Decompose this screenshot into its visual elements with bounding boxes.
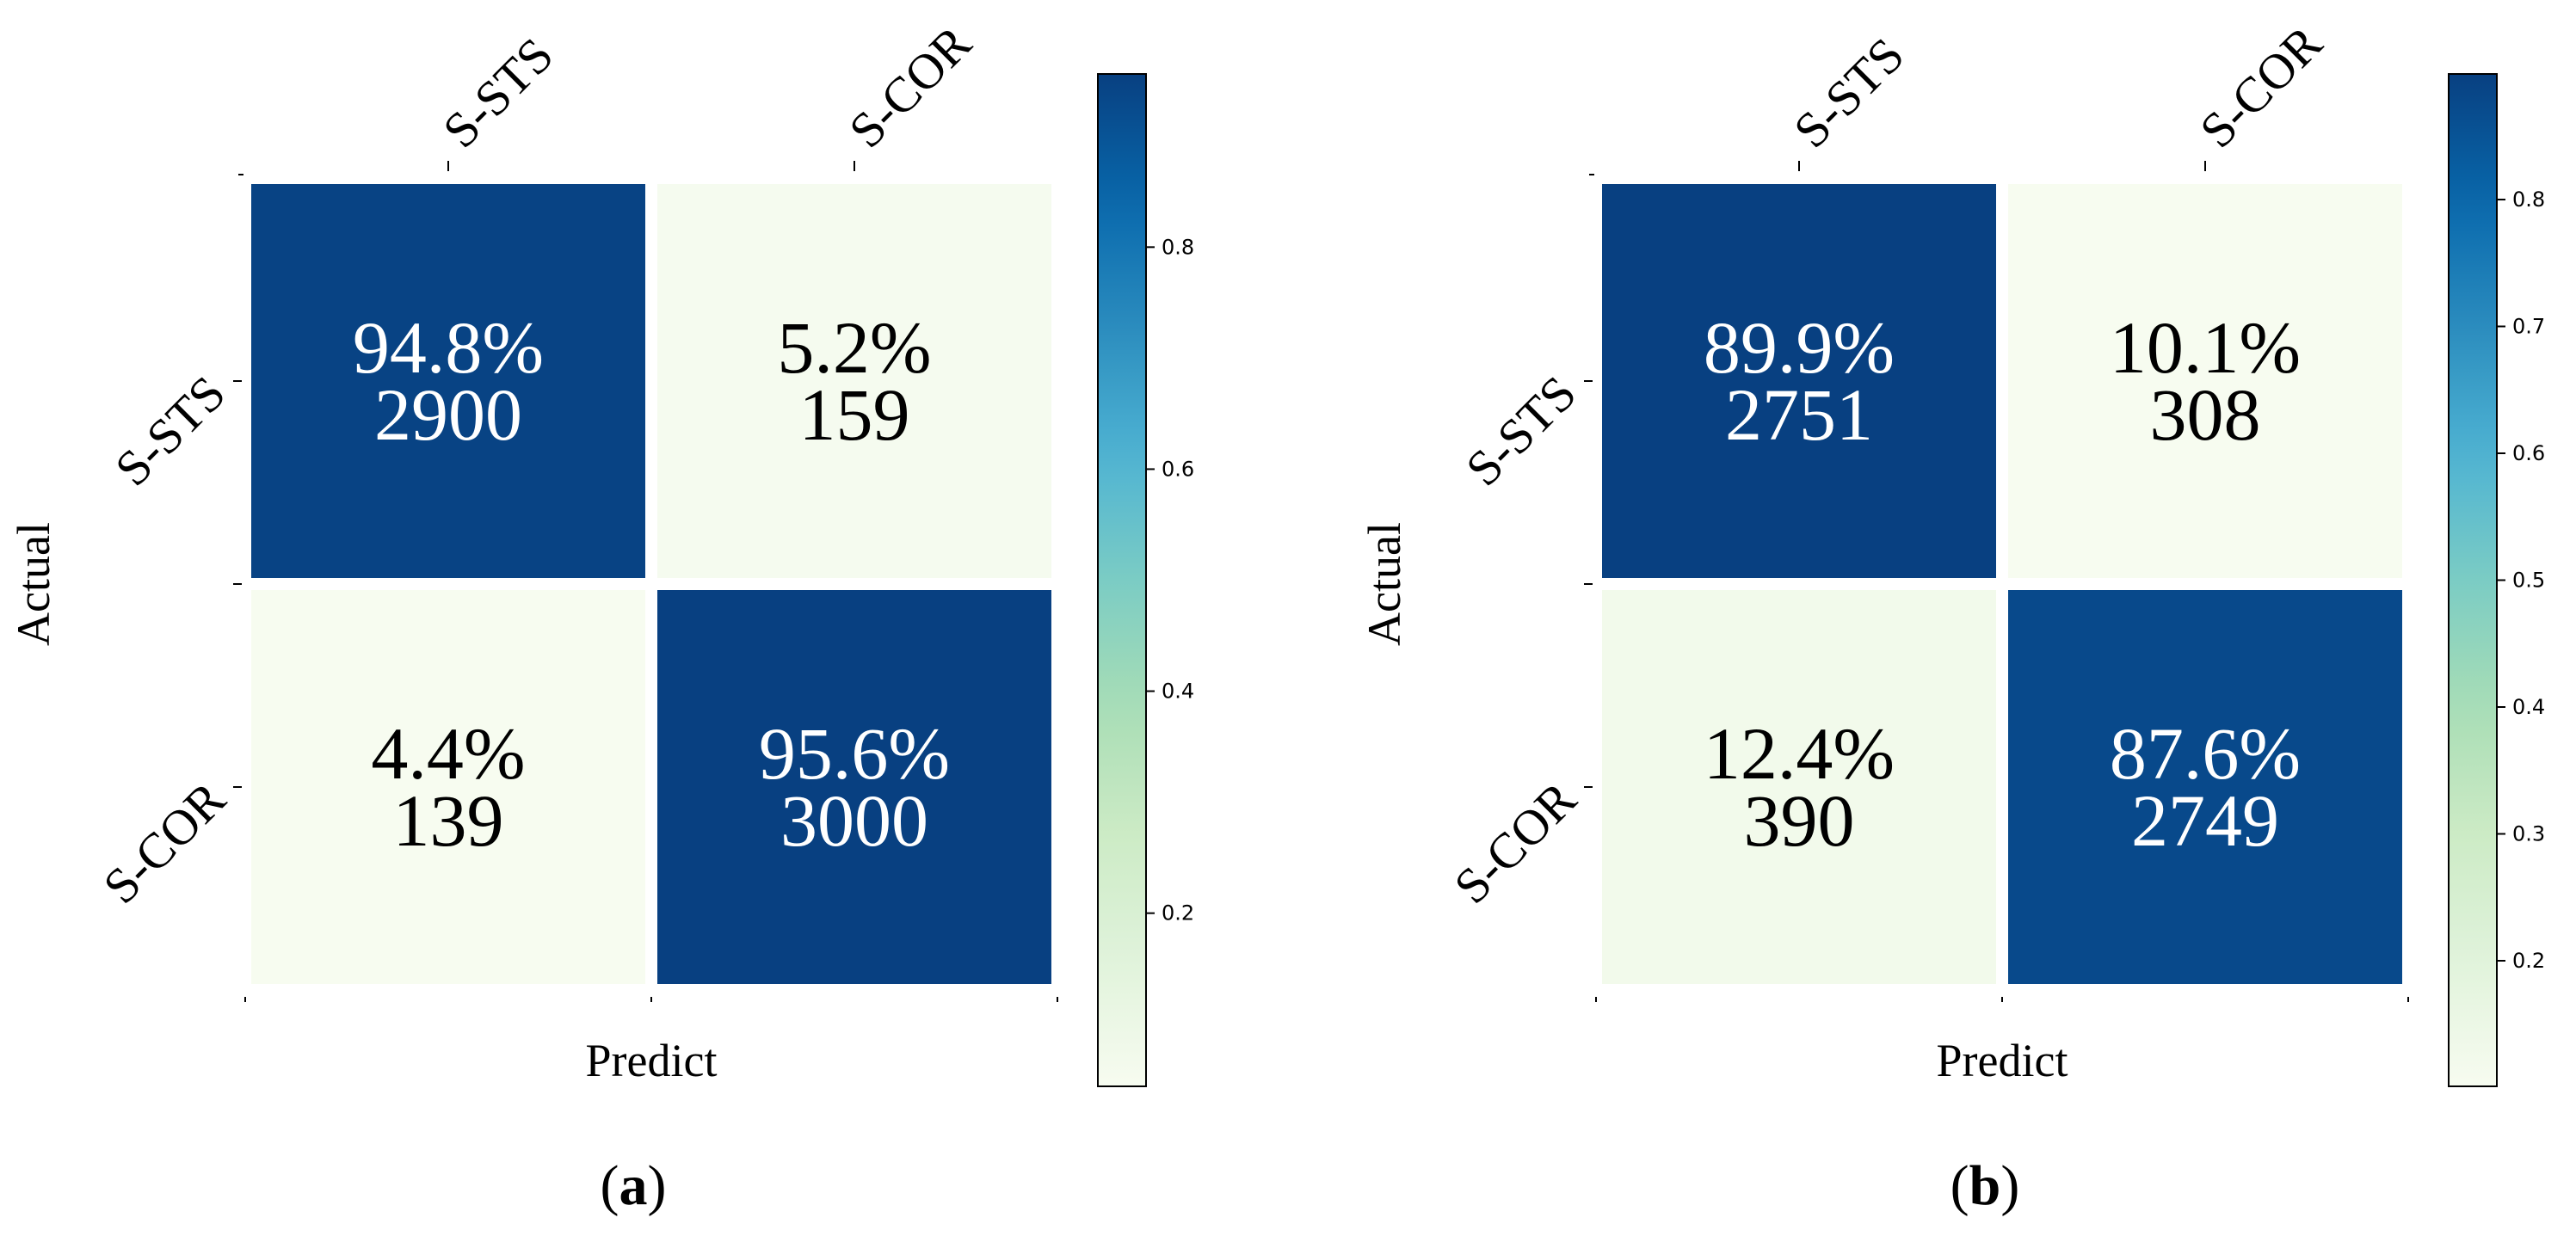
cell-count-label: 2749 [2131,779,2279,862]
heatmap-cell [251,184,645,578]
y-tick-label: S-STS [1455,365,1587,496]
heatmap-cell [657,590,1051,984]
colorbar [2448,73,2498,1087]
confusion-matrix-panel-a: 94.8%2900 5.2%159 4.4%139 95.6%3000 S-STS S-C… [8,15,1194,1217]
colorbar-tick-label: 0.4 [2512,695,2545,719]
y-axis-label: Actual [8,522,59,646]
cell-percent-label: 87.6% [2110,712,2301,795]
colorbar-tick-label: 0.6 [2512,441,2545,465]
colorbar-tick-label: 0.4 [1162,679,1194,704]
cell-count-label: 2900 [374,373,522,456]
colorbar-tick-label: 0.5 [2512,569,2545,593]
y-tick-label: S-COR [92,771,236,914]
y-tick-label: S-COR [1443,771,1587,914]
cell-percent-label: 94.8% [353,306,544,389]
x-axis-label: Predict [1937,1035,2068,1086]
heatmap-cell [2008,590,2402,984]
x-tick-label: S-COR [2189,15,2333,158]
cell-count-label: 3000 [780,779,928,862]
x-tick-label: S-STS [432,27,564,158]
cell-count-label: 139 [393,779,504,862]
y-tick-label: S-STS [104,365,236,496]
x-tick-label: S-STS [1783,27,1914,158]
cell-percent-label: 4.4% [371,712,525,795]
panel-label: (a) [601,1154,667,1217]
colorbar-tick-label: 0.2 [2512,949,2545,973]
cell-percent-label: 5.2% [777,306,931,389]
colorbar-tick-label: 0.3 [2512,821,2545,846]
y-axis-label: Actual [1359,522,1410,646]
panel-label: (b) [1950,1154,2020,1217]
colorbar-tick-label: 0.8 [2512,188,2545,212]
colorbar-tick-label: 0.7 [2512,315,2545,339]
colorbar [1097,73,1147,1087]
cell-percent-label: 10.1% [2110,306,2301,389]
heatmap-cell [2008,184,2402,578]
heatmap-cell [1602,590,1996,984]
confusion-matrix-panel-b: 89.9%2751 10.1%308 12.4%390 87.6%2749 S-STS S… [1359,15,2545,1217]
colorbar-tick-label: 0.2 [1162,901,1194,925]
heatmap-cell [1602,184,1996,578]
colorbar-tick-label: 0.6 [1162,457,1194,481]
x-tick-label: S-COR [838,15,982,158]
cell-count-label: 159 [799,373,910,456]
cell-percent-label: 89.9% [1704,306,1895,389]
x-axis-label: Predict [586,1035,718,1086]
cell-percent-label: 95.6% [759,712,950,795]
cell-count-label: 308 [2150,373,2261,456]
cell-count-label: 2751 [1725,373,1873,456]
heatmap-cell [657,184,1051,578]
heatmap-cell [251,590,645,984]
cell-percent-label: 12.4% [1704,712,1895,795]
colorbar-tick-label: 0.8 [1162,235,1194,259]
cell-count-label: 390 [1744,779,1855,862]
